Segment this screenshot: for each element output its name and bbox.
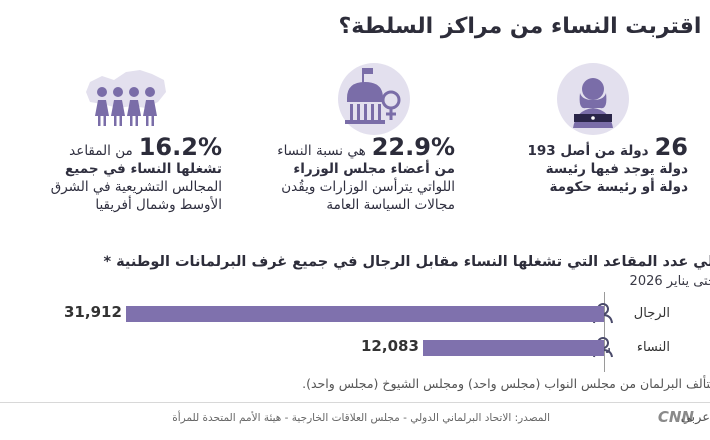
- parliament-line2: تشغلها النساء في جميع: [65, 161, 222, 177]
- parliament-number: 16.2%: [138, 133, 222, 161]
- ministers-line4: مجالات السياسة العامة: [326, 197, 455, 213]
- ministers-line3: اللواتي يترأسن الوزارات ويقُدن: [281, 179, 455, 195]
- leaders-line1: دولة من أصل 193: [527, 143, 649, 159]
- footnote: * يتألف البرلمان من مجلس النواب (مجلس وا…: [302, 376, 710, 391]
- women-arab-map-icon: [80, 62, 170, 136]
- parliament-chart-title: إجمالي عدد المقاعد التي تشغلها النساء مق…: [103, 254, 710, 270]
- brand-word: عربي: [680, 410, 710, 425]
- ministers-line2: من أعضاء مجلس الوزراء: [293, 161, 455, 177]
- bar-label-men: الرجال: [633, 306, 670, 321]
- stat-card-ministers: 22.9% هي نسبة النساء من أعضاء مجلس الوزرا…: [245, 62, 455, 232]
- bar-women: [423, 340, 604, 356]
- stat-card-leaders: 26 دولة من أصل 193 دولة يوجد فيها رئيسة د…: [478, 62, 688, 232]
- bar-men: [126, 306, 604, 322]
- ministers-line1: هي نسبة النساء: [277, 143, 366, 159]
- ministers-number: 22.9%: [371, 133, 455, 161]
- woman-leader-icon: [556, 62, 630, 140]
- cnn-logo: CNN: [657, 408, 694, 426]
- leaders-line2: دولة يوجد فيها رئيسة: [545, 161, 688, 177]
- parliament-line3: المجالس التشريعية في الشرق: [50, 179, 222, 195]
- government-building-female-icon: [337, 62, 411, 140]
- bar-value-women: 12,083: [361, 337, 419, 355]
- leaders-number: 26: [654, 133, 688, 161]
- leaders-line3: دولة أو رئيسة حكومة: [549, 179, 688, 195]
- page-title: هل اقتربت النساء من مراكز السلطة؟: [338, 14, 710, 39]
- parliament-line4: الأوسط وشمال أفريقيا: [95, 197, 222, 213]
- bar-label-women: النساء: [636, 340, 670, 355]
- parliament-line1: من المقاعد: [69, 143, 133, 159]
- bar-row-women: النساء 12,083: [0, 336, 710, 362]
- source-text: المصدر: الاتحاد البرلماني الدولي - مجلس …: [172, 412, 550, 424]
- footer-divider: [0, 402, 710, 403]
- stat-card-parliament: 16.2% من المقاعد تشغلها النساء في جميع ال…: [12, 62, 222, 232]
- bar-value-men: 31,912: [64, 303, 122, 321]
- parliament-chart-subtitle: حتى يناير 2026: [629, 274, 710, 289]
- bar-row-men: الرجال 31,912: [0, 302, 710, 328]
- chart-axis-line: [604, 292, 605, 372]
